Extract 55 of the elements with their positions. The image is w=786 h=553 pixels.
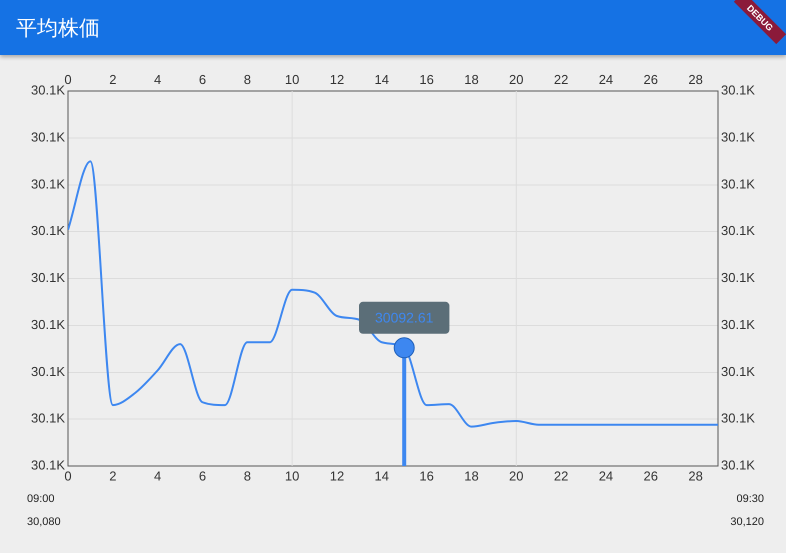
y-tick-label: 30.1K	[31, 82, 66, 98]
y-tick-label: 30.1K	[31, 223, 66, 238]
x2-tick-label: 4	[154, 72, 162, 87]
x2-tick-label: 6	[198, 72, 206, 87]
x2-tick-label: 28	[688, 72, 703, 87]
x2-tick-label: 12	[330, 72, 344, 87]
x-tick-label: 6	[198, 468, 206, 484]
x-tick-label: 28	[688, 468, 703, 484]
x-tick-label: 24	[598, 468, 614, 484]
x-tick-label: 12	[330, 468, 344, 484]
x2-tick-label: 0	[64, 72, 72, 87]
x-tick-label: 8	[244, 468, 251, 484]
y2-tick-label: 30.1K	[721, 410, 756, 426]
x-tick-label: 20	[509, 468, 524, 484]
chart-title: 平均株価	[16, 16, 100, 42]
x-tick-label: 10	[284, 468, 300, 484]
x-tick-label: 26	[644, 468, 658, 484]
y2-tick-label: 30.1K	[721, 223, 756, 238]
x2-tick-label: 22	[554, 72, 568, 87]
x-tick-label: 4	[154, 468, 162, 484]
x2-tick-label: 10	[284, 72, 300, 87]
y2-tick-label: 30.1K	[721, 270, 756, 286]
y-tick-label: 30.1K	[31, 129, 66, 144]
x2-tick-label: 16	[419, 72, 434, 87]
text: 30,080	[27, 516, 61, 528]
text: 09:30	[736, 493, 764, 505]
y-tick-label: 30.1K	[31, 410, 66, 426]
x2-tick-label: 2	[109, 72, 116, 87]
text: 09:00	[27, 493, 55, 505]
x2-tick-label: 24	[598, 72, 614, 87]
x2-tick-label: 26	[644, 72, 658, 87]
y-tick-label: 30.1K	[31, 316, 66, 332]
y2-tick-label: 30.1K	[721, 458, 756, 473]
x2-tick-label: 18	[464, 72, 479, 87]
y-tick-label: 30.1K	[31, 176, 66, 192]
y2-tick-label: 30.1K	[721, 316, 756, 332]
y-tick-label: 30.1K	[31, 458, 66, 473]
y-tick-label: 30.1K	[31, 270, 66, 286]
y2-tick-label: 30.1K	[721, 176, 756, 192]
x-tick-label: 18	[464, 468, 479, 484]
x2-tick-label: 8	[244, 72, 251, 87]
y-tick-label: 30.1K	[31, 364, 66, 379]
annotation: 30092.61	[375, 310, 434, 326]
text: 30,120	[730, 516, 764, 528]
line-series	[68, 160, 718, 428]
y2-tick-label: 30.1K	[721, 129, 756, 144]
x-tick-label: 16	[419, 468, 434, 484]
x2-tick-label: 14	[374, 72, 390, 87]
x-tick-label: 0	[64, 468, 72, 484]
x-tick-label: 14	[374, 468, 390, 484]
x-tick-label: 2	[109, 468, 116, 484]
x2-tick-label: 20	[509, 72, 524, 87]
y2-tick-label: 30.1K	[721, 364, 756, 379]
y2-tick-label: 30.1K	[721, 82, 756, 98]
x-tick-label: 22	[554, 468, 568, 484]
